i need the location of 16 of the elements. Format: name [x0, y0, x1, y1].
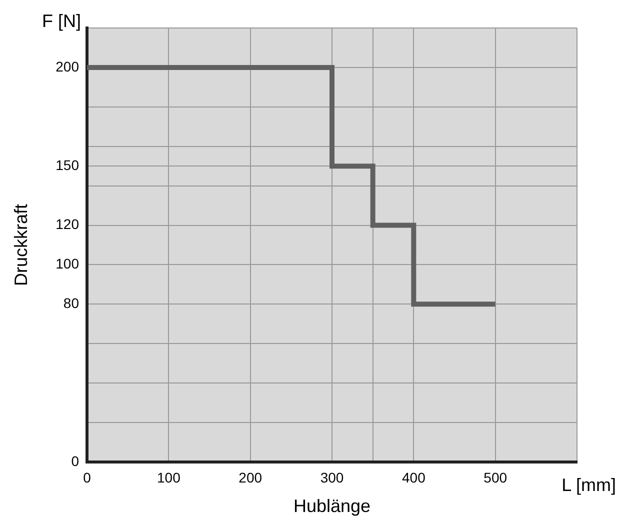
y-axis-title: Druckkraft	[10, 204, 31, 286]
x-tick-label: 0	[83, 469, 92, 486]
x-tick-label: 200	[238, 469, 262, 486]
y-tick-label: 80	[63, 295, 80, 312]
text: F [N]	[42, 10, 81, 31]
x-tick-label: 400	[402, 469, 426, 486]
y-tick-label: 100	[56, 256, 80, 272]
x-tick-label: 500	[484, 469, 508, 486]
y-tick-label: 200	[56, 58, 80, 74]
text: L [mm]	[562, 474, 616, 495]
x-axis-title: Hublänge	[293, 496, 371, 516]
x-tick-label: 100	[156, 469, 181, 486]
y-tick-label: 0	[71, 452, 80, 469]
x-tick-label: 300	[320, 469, 344, 486]
y-tick-label: 120	[56, 216, 80, 232]
y-tick-label: 150	[56, 156, 80, 173]
